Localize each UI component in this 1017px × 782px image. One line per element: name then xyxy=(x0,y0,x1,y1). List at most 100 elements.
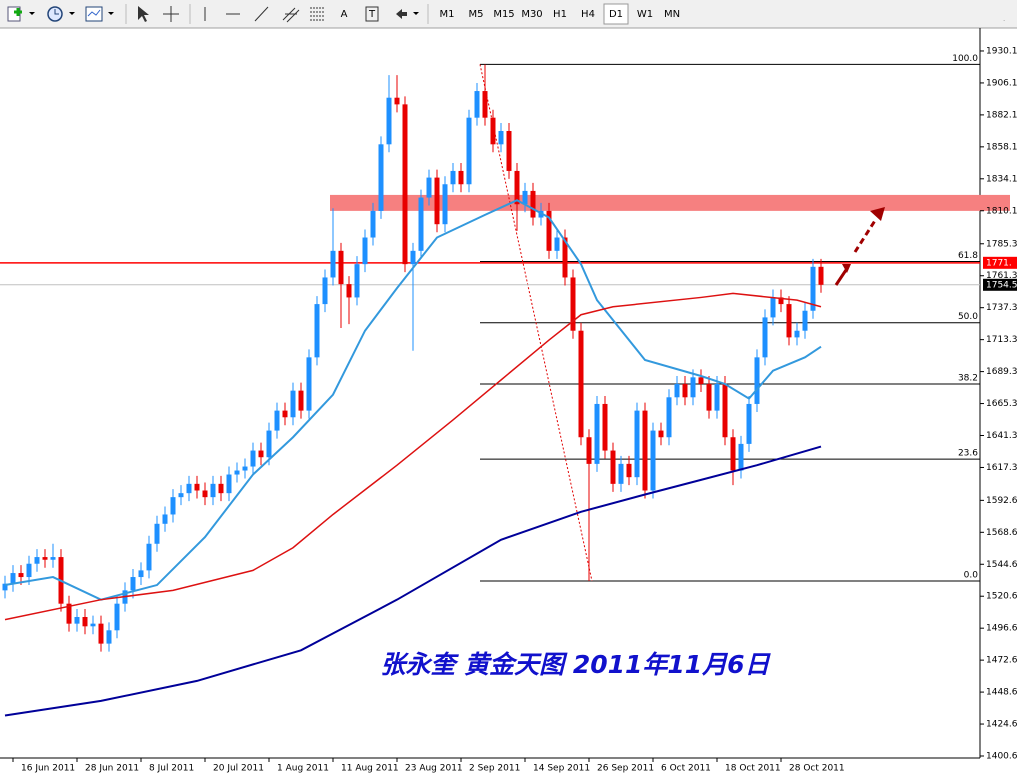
candle-body xyxy=(250,450,256,467)
timeframe-button[interactable]: M15 xyxy=(493,9,514,20)
dropdown[interactable] xyxy=(29,12,35,15)
timeframe-button[interactable]: M5 xyxy=(469,9,484,20)
candle-body xyxy=(554,237,560,251)
new-chart-icon[interactable] xyxy=(7,6,22,22)
timeframe-button[interactable]: M30 xyxy=(521,9,542,20)
candle-body xyxy=(234,470,240,475)
candle-body xyxy=(746,403,752,444)
candle-body xyxy=(226,474,232,494)
fib-label: 38.2 xyxy=(958,373,978,383)
arrow-shaft-dashed xyxy=(853,218,878,253)
candle-body xyxy=(650,430,656,491)
candle-body xyxy=(290,390,296,418)
candle-body xyxy=(474,91,480,118)
candle-body xyxy=(258,450,264,458)
candle-body xyxy=(802,310,808,331)
candle-body xyxy=(794,330,800,338)
arrows-tool[interactable] xyxy=(396,9,407,19)
candle-body xyxy=(362,237,368,265)
candle-body xyxy=(442,184,448,225)
candle-body xyxy=(626,463,632,478)
x-tick-label: 18 Oct 2011 xyxy=(725,764,781,774)
candle-body xyxy=(762,317,768,358)
candle-body xyxy=(370,210,376,238)
y-tick-label: 1689.3 xyxy=(986,367,1017,377)
candle-body xyxy=(642,410,648,491)
timeframe-button[interactable]: H4 xyxy=(581,9,595,20)
dropdown[interactable] xyxy=(413,12,419,15)
x-tick-label: 26 Sep 2011 xyxy=(597,764,654,774)
candle-body xyxy=(418,197,424,251)
y-tick-label: 1930.1 xyxy=(986,46,1017,56)
timeframe-button[interactable]: W1 xyxy=(637,9,653,20)
moving-average xyxy=(4,199,822,601)
trendline-tool[interactable] xyxy=(254,6,269,22)
channel-tool[interactable] xyxy=(282,7,300,23)
y-tick-label: 1617.3 xyxy=(986,463,1017,473)
crosshair-tool[interactable] xyxy=(163,6,179,22)
candle-body xyxy=(658,430,664,438)
candle-body xyxy=(10,573,16,584)
y-tick-label: 1737.3 xyxy=(986,303,1017,313)
y-tick-label: 1834.1 xyxy=(986,174,1017,184)
candle-body xyxy=(818,266,824,285)
y-tick-label: 1665.3 xyxy=(986,399,1017,409)
timeframe-button[interactable]: D1 xyxy=(609,9,623,20)
timeframe-button[interactable]: M1 xyxy=(440,9,455,20)
y-tick-label: 1544.6 xyxy=(986,560,1017,570)
resistance-zone xyxy=(330,194,1010,211)
candle-body xyxy=(730,437,736,471)
timeframe-button[interactable]: H1 xyxy=(553,9,567,20)
moving-average xyxy=(4,445,822,717)
candle-body xyxy=(754,357,760,404)
candle-body xyxy=(202,490,208,498)
forecast-arrow xyxy=(834,207,885,286)
candle-body xyxy=(194,483,200,491)
fibo-tool[interactable] xyxy=(310,7,324,21)
dropdown[interactable] xyxy=(69,12,75,15)
candle-body xyxy=(42,557,48,560)
candle-body xyxy=(186,483,192,494)
y-tick-label: 1448.6 xyxy=(986,688,1017,698)
candle-body xyxy=(506,130,512,171)
price-tag-label: 1771. xyxy=(986,258,1012,268)
candle-body xyxy=(266,430,272,458)
y-tick-label: 1858.1 xyxy=(986,142,1017,152)
candle-body xyxy=(178,493,184,498)
label-tool[interactable]: T xyxy=(368,9,376,20)
candle-body xyxy=(322,277,328,305)
y-tick-label: 1641.3 xyxy=(986,431,1017,441)
fib-label: 23.6 xyxy=(958,449,978,459)
candle-body xyxy=(714,383,720,411)
candle-body xyxy=(426,177,432,198)
x-tick-label: 2 Sep 2011 xyxy=(469,764,520,774)
y-tick-label: 1592.6 xyxy=(986,496,1017,506)
price-tag-label: 1754.5 xyxy=(986,280,1017,290)
candle-body xyxy=(210,483,216,498)
candle-body xyxy=(346,284,352,298)
candle-body xyxy=(674,383,680,398)
candle-body xyxy=(114,603,120,631)
candle-body xyxy=(618,463,624,484)
y-tick-label: 1785.3 xyxy=(986,239,1017,249)
candle-body xyxy=(546,210,552,251)
candle-body xyxy=(138,570,144,578)
candle-body xyxy=(26,563,32,578)
candle-body xyxy=(402,104,408,265)
timeframe-button[interactable]: MN xyxy=(664,9,680,20)
candle-body xyxy=(218,483,224,494)
text-tool[interactable]: A xyxy=(341,9,348,20)
active-timeframe xyxy=(603,3,629,25)
fib-label: 50.0 xyxy=(958,312,978,322)
candle-body xyxy=(282,410,288,418)
cursor-tool[interactable] xyxy=(138,6,149,22)
dropdown[interactable] xyxy=(108,12,114,15)
x-tick-label: 11 Aug 2011 xyxy=(341,764,399,774)
candle-body xyxy=(522,190,528,205)
candle-body xyxy=(146,543,152,571)
candle-body xyxy=(378,144,384,211)
candle-body xyxy=(74,616,80,624)
candle-body xyxy=(82,616,88,627)
y-tick-label: 1882.1 xyxy=(986,110,1017,120)
candle-body xyxy=(162,514,168,524)
